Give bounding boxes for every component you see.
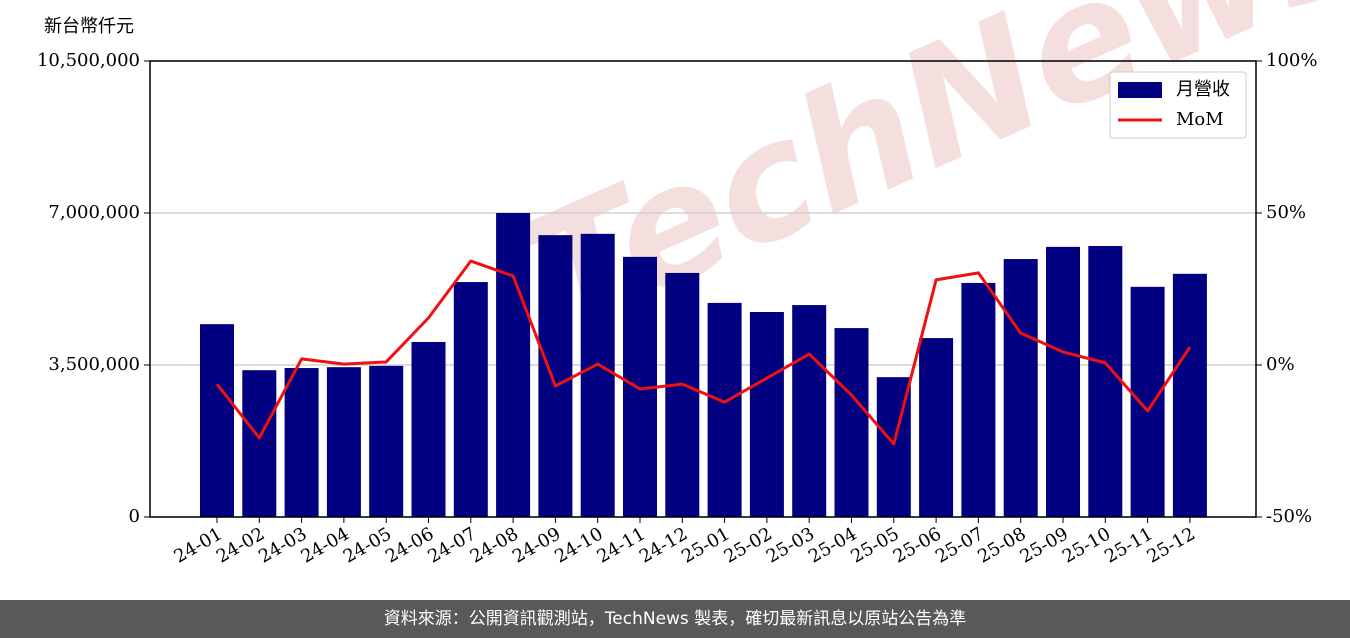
y2-tick-label: 100% [1266, 50, 1317, 71]
y-tick-label: 3,500,000 [48, 354, 140, 375]
bar [834, 328, 869, 517]
line [215, 259, 1192, 446]
bar [242, 370, 277, 517]
y-axis-label: 新台幣仟元 [44, 16, 134, 37]
y2-tick-label: 0% [1266, 354, 1295, 375]
bar [1088, 246, 1123, 517]
plot-frame [149, 60, 1257, 518]
bar [665, 272, 700, 517]
bar [1046, 246, 1080, 518]
legend-label: MoM [1176, 109, 1224, 130]
legend-label: 月營收 [1176, 79, 1230, 100]
bar [538, 235, 573, 518]
y-tick-label: 7,000,000 [48, 202, 140, 223]
bar [1003, 259, 1038, 517]
bar [411, 341, 446, 517]
footer: 資料來源：公開資訊觀測站，TechNews 製表，確切最新訊息以原站公告為準 [0, 600, 1350, 638]
bar [453, 282, 488, 517]
bar [200, 324, 234, 517]
bar [326, 367, 361, 517]
bar [792, 305, 827, 517]
bar [1130, 286, 1165, 517]
y-tick-label: 10,500,000 [37, 50, 140, 71]
bar [369, 365, 404, 517]
bar [961, 282, 996, 517]
bar [580, 233, 615, 518]
legend-swatch [1118, 82, 1162, 98]
bar [496, 213, 531, 517]
y2-tick-label: 50% [1266, 202, 1306, 223]
bar [707, 302, 742, 517]
chart: TechNews 新台幣仟元 03,500,0007,000,00010,500… [37, 0, 1350, 568]
y2-tick-label: -50% [1266, 506, 1312, 527]
bar [919, 338, 954, 517]
bar [284, 368, 319, 517]
x-tick-label: 25-12 [1143, 523, 1198, 567]
y-tick-label: 0 [129, 506, 140, 527]
bar [749, 312, 784, 517]
bar [1172, 273, 1207, 517]
